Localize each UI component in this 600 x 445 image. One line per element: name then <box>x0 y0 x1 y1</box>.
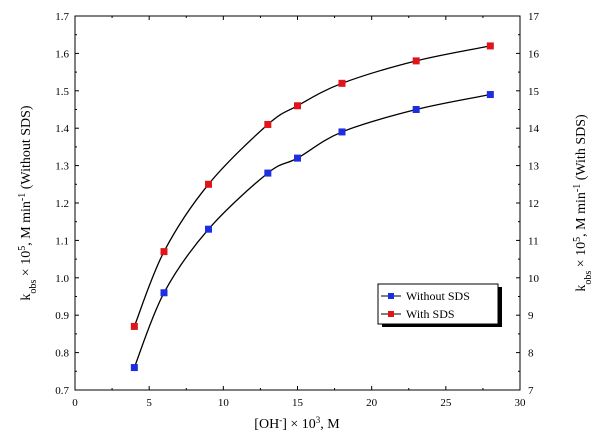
legend-marker-with-sds <box>388 311 394 317</box>
x-tick-label: 10 <box>218 397 230 409</box>
left-y-tick-label: 1.1 <box>55 235 69 247</box>
legend-label-with-sds: With SDS <box>406 307 455 321</box>
plot-frame <box>74 15 521 391</box>
data-point-without-sds <box>130 364 138 372</box>
right-y-tick-label: 11 <box>528 235 539 247</box>
data-point-without-sds <box>205 225 212 233</box>
left-y-tick-label: 1.4 <box>55 123 69 135</box>
data-point-without-sds <box>338 128 346 136</box>
data-point-without-sds <box>412 106 420 113</box>
series-line-without-sds <box>133 93 491 368</box>
data-point-with-sds <box>338 79 346 87</box>
left-y-tick-label: 1.5 <box>55 86 69 98</box>
right-axis-title: kobs × 105, M min-1 (With SDS) <box>572 114 594 292</box>
left-y-tick-label: 0.8 <box>55 348 69 360</box>
x-tick-label: 0 <box>72 397 78 409</box>
right-y-tick-label: 10 <box>528 273 540 285</box>
data-point-with-sds <box>130 322 138 330</box>
legend: Without SDS With SDS <box>377 283 502 327</box>
series-line-with-sds <box>133 45 491 327</box>
data-point-with-sds <box>294 102 301 110</box>
left-y-tick-label: 1.6 <box>55 48 69 60</box>
ticks: 0 5 10 15 20 25 30 0.7 0.8 0.9 1.0 1.1 1.2 1.3 1.4 1.5 1… <box>55 11 539 409</box>
legend-box <box>377 283 499 325</box>
left-axis-title: kobs × 105, M min-1 (Without SDS) <box>17 105 39 301</box>
data-point-without-sds <box>486 91 494 99</box>
x-tick-label: 20 <box>366 397 378 409</box>
legend-label-without-sds: Without SDS <box>406 289 470 303</box>
right-y-tick-label: 16 <box>528 48 540 60</box>
data-point-with-sds <box>205 180 212 188</box>
right-y-tick-label: 13 <box>528 161 540 173</box>
data-point-without-sds <box>294 154 301 162</box>
left-y-tick-label: 1.7 <box>55 11 69 23</box>
series-lines <box>133 45 491 368</box>
left-y-tick-label: 1.2 <box>55 198 69 210</box>
right-y-tick-label: 12 <box>528 198 539 210</box>
legend-marker-without-sds <box>388 293 394 299</box>
right-y-tick-label: 17 <box>528 11 540 23</box>
data-point-with-sds <box>160 248 168 256</box>
data-point-with-sds <box>264 120 272 128</box>
right-y-tick-label: 9 <box>528 310 534 322</box>
x-tick-label: 5 <box>146 397 152 409</box>
right-y-tick-label: 7 <box>528 385 534 397</box>
left-y-tick-label: 0.7 <box>55 385 69 397</box>
data-point-without-sds <box>264 169 272 177</box>
data-point-with-sds <box>486 42 494 50</box>
left-y-tick-label: 1.3 <box>55 161 69 173</box>
data-point-without-sds <box>160 289 168 297</box>
x-axis-title: [OH-] × 103, M <box>254 415 340 432</box>
series-points <box>130 42 494 372</box>
x-tick-label: 15 <box>292 397 304 409</box>
right-y-tick-label: 8 <box>528 348 534 360</box>
x-tick-label: 25 <box>440 397 452 409</box>
x-tick-label: 30 <box>515 397 527 409</box>
right-y-tick-label: 14 <box>528 123 540 135</box>
right-y-tick-label: 15 <box>528 86 540 98</box>
data-point-with-sds <box>412 57 420 65</box>
left-y-tick-label: 1.0 <box>55 273 69 285</box>
left-y-tick-label: 0.9 <box>55 310 69 322</box>
